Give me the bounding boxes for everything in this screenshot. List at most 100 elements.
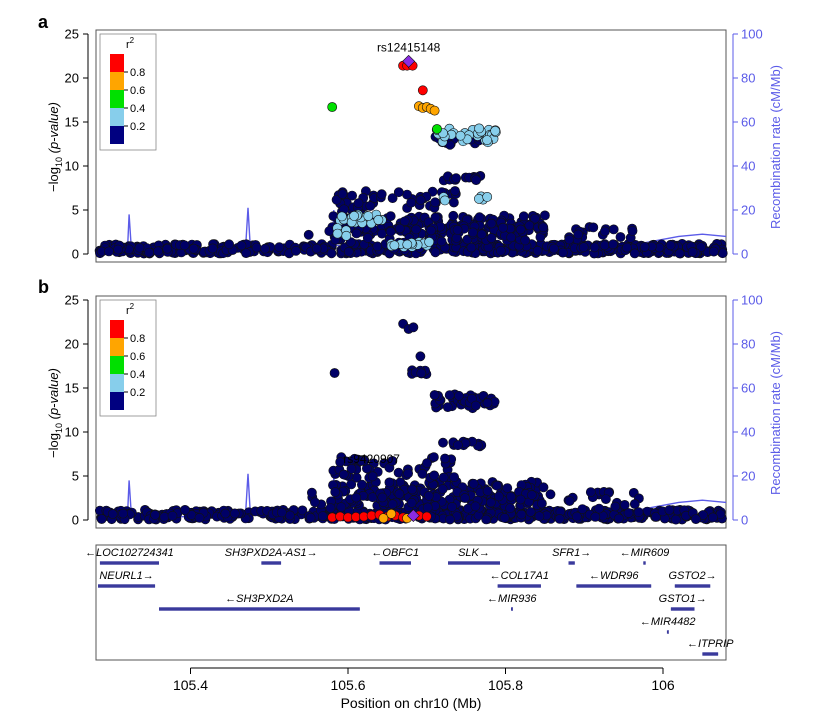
snp-point <box>430 212 441 223</box>
gene-exons <box>99 561 159 565</box>
snp-point <box>429 390 440 400</box>
y-tick-label: 15 <box>65 381 79 396</box>
y2-tick-label: 0 <box>741 247 748 262</box>
snp-point-light <box>402 239 413 250</box>
y2-tick-label: 40 <box>741 425 755 440</box>
snp-point-light <box>474 123 484 134</box>
snp-point <box>481 514 492 525</box>
snp-point <box>449 472 459 482</box>
snp-point <box>207 243 218 254</box>
panel-a-ylabel: −log10 (p-value) <box>46 102 64 192</box>
snp-point <box>406 497 417 508</box>
snp-point <box>415 195 426 205</box>
snp-point <box>525 507 536 517</box>
gene-sh3pxd2a: ←SH3PXD2A <box>159 593 360 611</box>
snp-point-highlight <box>386 508 397 519</box>
snp-point <box>159 512 170 522</box>
legend-swatch <box>110 338 124 356</box>
y2-tick-label: 20 <box>741 203 755 218</box>
snp-point <box>394 489 405 499</box>
gene-gsto1: GSTO1→ <box>659 593 707 611</box>
snp-point <box>402 189 412 200</box>
legend-swatch <box>110 108 124 126</box>
snp-point <box>471 175 481 185</box>
snp-point <box>518 211 529 222</box>
panel-b-y2label: Recombination rate (cM/Mb) <box>768 331 783 495</box>
gene-label: SFR1→ <box>552 547 591 559</box>
snp-point <box>406 197 417 208</box>
snp-point <box>194 513 205 523</box>
snp-point <box>387 455 398 466</box>
panel-a-legend: r2 0.8 0.6 0.4 0.2 <box>99 33 157 151</box>
snp-point <box>385 211 396 221</box>
snp-point <box>671 514 681 525</box>
snp-point <box>438 472 449 483</box>
snp-point <box>377 492 388 503</box>
snp-point <box>468 478 479 489</box>
panel-b-lead-snp-label: rs9420907 <box>343 452 400 466</box>
snp-point <box>251 242 262 253</box>
gene-label: NEURL1→ <box>99 570 153 582</box>
gene-label: ←ITPRIP <box>687 638 734 650</box>
snp-point <box>622 242 632 253</box>
gene-label: SLK→ <box>458 547 490 559</box>
snp-point <box>423 490 434 501</box>
snp-point <box>610 501 621 512</box>
snp-point <box>664 505 675 515</box>
panel-b-y2-axis: 0 20 40 60 80 100 <box>732 293 763 528</box>
snp-point <box>416 368 427 379</box>
y-tick-label: 5 <box>72 469 79 484</box>
snp-point <box>538 222 549 233</box>
snp-point <box>502 483 513 493</box>
gene-exons <box>666 630 669 634</box>
snp-point-light <box>341 230 352 241</box>
snp-point <box>317 511 328 521</box>
snp-point-light <box>455 130 466 141</box>
gene-slk: SLK→ <box>448 547 500 565</box>
snp-point <box>453 390 464 401</box>
snp-point <box>708 512 718 523</box>
gene-mir609: ←MIR609 <box>620 547 670 565</box>
y-tick-label: 10 <box>65 159 79 174</box>
snp-point <box>394 223 405 234</box>
snp-point <box>330 487 341 497</box>
snp-point <box>353 198 364 208</box>
snp-point <box>303 229 314 240</box>
snp-point <box>486 233 497 243</box>
snp-point <box>588 222 599 233</box>
snp-point <box>534 511 545 522</box>
legend-title: r2 <box>126 36 135 51</box>
snp-point <box>585 487 596 497</box>
snp-point <box>448 197 459 208</box>
gene-exons <box>702 652 719 656</box>
snp-point <box>530 213 540 224</box>
snp-point <box>429 470 440 481</box>
gene-label: SH3PXD2A-AS1→ <box>225 547 318 559</box>
snp-point <box>476 229 487 240</box>
snp-point <box>627 225 638 236</box>
snp-point <box>444 390 455 400</box>
snp-point <box>486 218 497 229</box>
snp-point-light <box>473 193 484 204</box>
snp-point-light <box>363 211 374 221</box>
snp-point <box>615 232 626 242</box>
snp-point <box>351 228 362 239</box>
snp-point <box>451 173 461 184</box>
gene-label: ←MIR609 <box>620 547 670 559</box>
snp-point <box>623 508 634 518</box>
legend-box <box>99 299 157 417</box>
panel-a: a 0 5 10 15 20 25 0 20 40 60 80 100 −log10 (p-valu… <box>38 12 783 263</box>
snp-point <box>442 402 453 412</box>
snp-point <box>520 235 531 246</box>
panel-b: b 0 5 10 15 20 25 0 20 40 60 80 100 −log10 (p-valu… <box>38 277 783 529</box>
snp-point <box>564 234 575 245</box>
snp-point <box>311 243 322 254</box>
snp-point <box>651 511 661 522</box>
snp-point <box>599 240 610 251</box>
x-tick-label: 105.8 <box>488 677 523 693</box>
snp-point <box>564 496 575 506</box>
gene-exons <box>674 584 711 588</box>
gene-label: ←SH3PXD2A <box>225 593 293 605</box>
snp-point <box>96 514 107 524</box>
snp-point <box>408 322 419 333</box>
